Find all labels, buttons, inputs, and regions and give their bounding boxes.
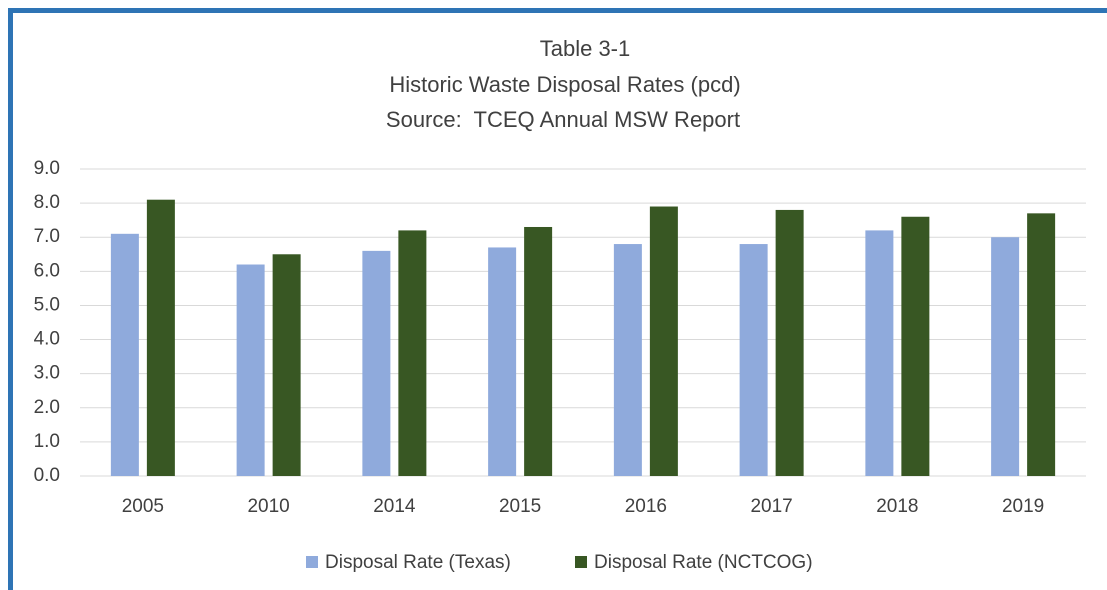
bar xyxy=(398,230,427,476)
y-tick-label: 4.0 xyxy=(34,329,60,350)
legend-label: Disposal Rate (NCTCOG) xyxy=(594,552,813,573)
y-tick-label: 3.0 xyxy=(34,363,60,384)
bar xyxy=(362,250,391,476)
y-tick-label: 2.0 xyxy=(34,397,60,418)
bar xyxy=(524,226,553,476)
y-tick-label: 8.0 xyxy=(34,192,60,213)
x-tick-label: 2019 xyxy=(1002,496,1044,517)
legend-swatch xyxy=(575,556,587,568)
bar xyxy=(236,264,265,476)
legend-label: Disposal Rate (Texas) xyxy=(325,552,511,573)
bar xyxy=(272,254,301,476)
x-tick-label: 2018 xyxy=(876,496,918,517)
bar xyxy=(739,244,768,476)
bar xyxy=(775,209,804,476)
y-tick-label: 6.0 xyxy=(34,260,60,281)
x-tick-label: 2005 xyxy=(122,496,164,517)
legend-swatch xyxy=(306,556,318,568)
frame-top xyxy=(8,8,1107,13)
bar xyxy=(488,247,517,476)
x-tick-label: 2016 xyxy=(625,496,667,517)
bar xyxy=(865,230,894,476)
y-tick-label: 1.0 xyxy=(34,431,60,452)
x-tick-label: 2015 xyxy=(499,496,541,517)
y-tick-label: 7.0 xyxy=(34,226,60,247)
frame-left xyxy=(8,8,13,590)
bar xyxy=(649,206,678,476)
x-tick-label: 2014 xyxy=(373,496,416,517)
bar xyxy=(901,216,930,476)
x-tick-label: 2010 xyxy=(247,496,289,517)
chart-source: Source: TCEQ Annual MSW Report xyxy=(386,107,740,132)
chart-title: Table 3-1 xyxy=(540,36,631,61)
bar xyxy=(613,244,642,476)
y-tick-label: 5.0 xyxy=(34,294,60,315)
x-tick-label: 2017 xyxy=(750,496,792,517)
bar xyxy=(1027,213,1056,476)
bar xyxy=(991,237,1020,476)
y-tick-label: 0.0 xyxy=(34,465,60,486)
bar xyxy=(110,233,139,476)
y-tick-label: 9.0 xyxy=(34,158,60,179)
bar xyxy=(146,199,175,476)
chart-subtitle: Historic Waste Disposal Rates (pcd) xyxy=(389,72,740,97)
